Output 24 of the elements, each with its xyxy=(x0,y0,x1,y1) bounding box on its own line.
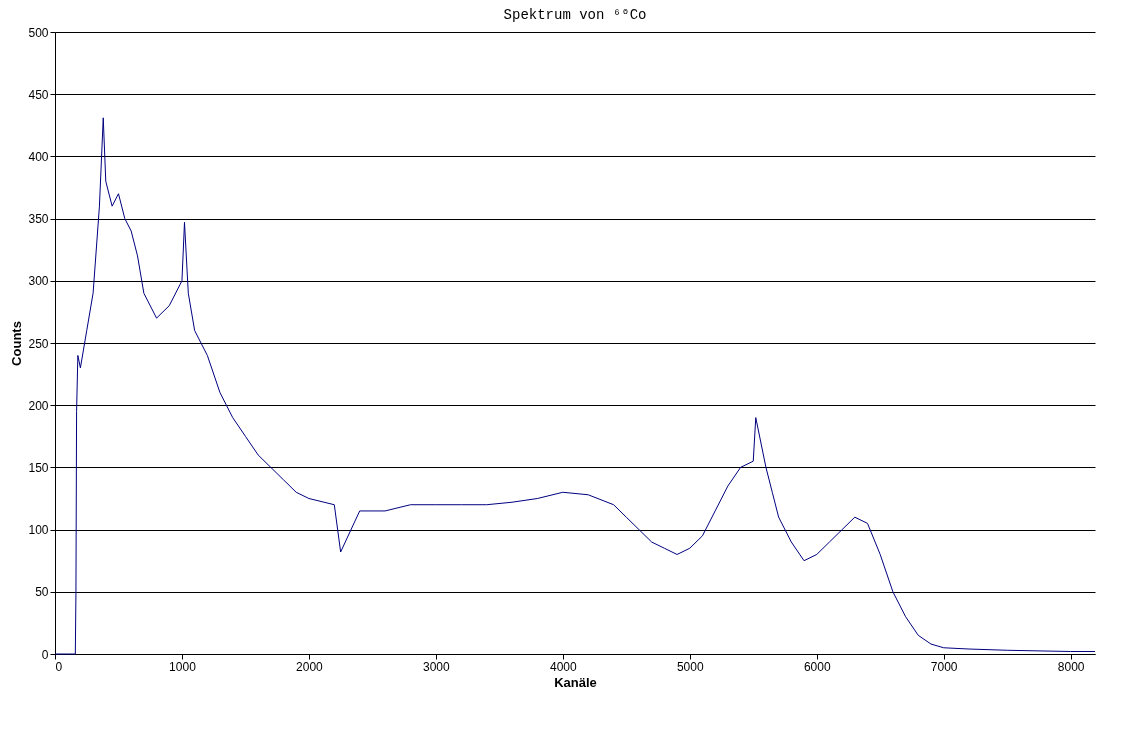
y-tick-label: 50 xyxy=(35,585,49,600)
y-axis-title: Counts xyxy=(9,321,25,366)
x-tick-label: 5000 xyxy=(676,659,704,674)
y-tick-label: 250 xyxy=(28,336,49,351)
y-tick-label: 0 xyxy=(41,647,49,662)
x-tick-label: 6000 xyxy=(803,659,831,674)
x-tick-label: 8000 xyxy=(1057,659,1085,674)
y-tick-label: 450 xyxy=(28,87,49,102)
y-tick-label: 100 xyxy=(28,523,49,538)
chart-title: Spektrum von ⁶⁰Co xyxy=(503,7,647,23)
y-tick-label: 500 xyxy=(28,25,49,40)
y-tick-label: 400 xyxy=(28,149,49,164)
y-tick-label: 150 xyxy=(28,460,49,475)
x-tick-label: 4000 xyxy=(549,659,577,674)
x-axis-title: Kanäle xyxy=(554,674,597,690)
line-series xyxy=(54,117,1096,655)
y-tick-label: 200 xyxy=(28,398,49,413)
x-tick-label: 1000 xyxy=(169,659,197,674)
x-tick-label: 2000 xyxy=(296,659,324,674)
x-tick-label: 0 xyxy=(55,659,63,674)
x-tick-label: 7000 xyxy=(930,659,958,674)
y-tick-label: 350 xyxy=(28,212,49,227)
x-tick-label: 3000 xyxy=(423,659,451,674)
y-tick-label: 300 xyxy=(28,274,49,289)
